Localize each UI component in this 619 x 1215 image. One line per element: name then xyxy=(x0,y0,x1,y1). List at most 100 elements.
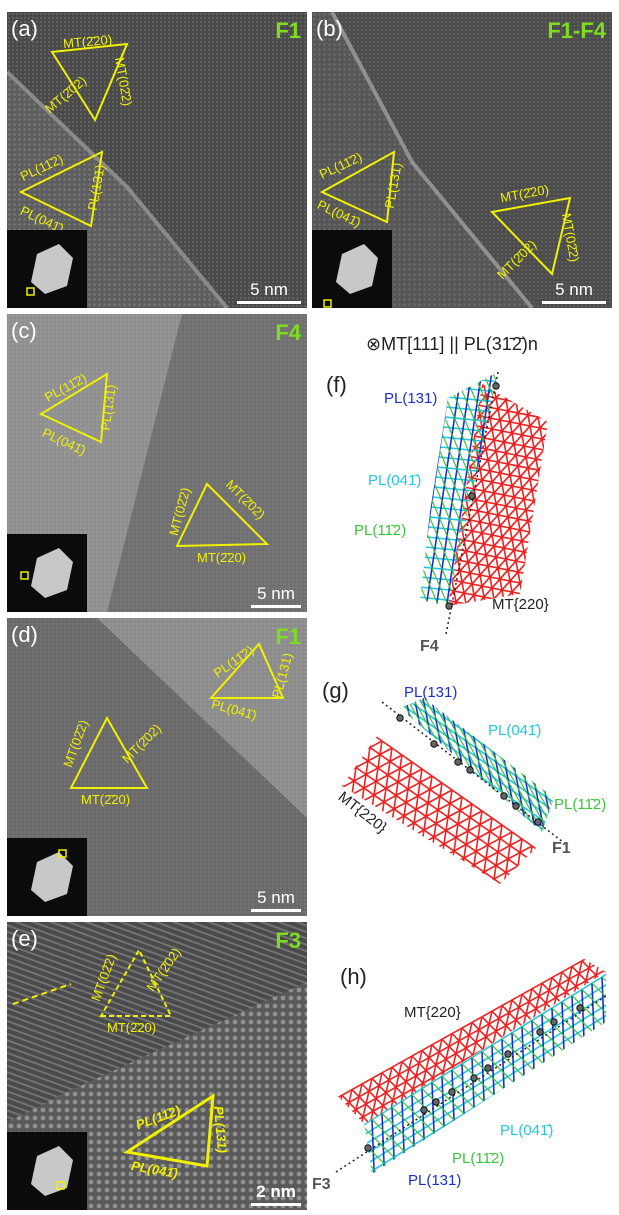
lattice-line xyxy=(342,810,483,884)
lattice-line xyxy=(332,662,532,672)
panel-c: (c) F4 PL(11̄2) PL(131) PL(041̄) MT(2̄02… xyxy=(7,314,307,612)
lattice-line xyxy=(341,1078,373,1124)
panel-label: (f) xyxy=(326,372,347,397)
lattice-line xyxy=(312,706,332,836)
lattice-line xyxy=(572,902,612,912)
lattice-line xyxy=(592,812,612,912)
interface-atom xyxy=(448,1088,456,1096)
lattice-line xyxy=(312,362,362,668)
lattice-line xyxy=(451,372,498,606)
lattice-line xyxy=(312,362,392,626)
lattice-line xyxy=(342,761,413,884)
lattice-line xyxy=(312,1134,342,1206)
mt-label: MT{220} xyxy=(404,1004,461,1021)
lattice-line xyxy=(420,372,423,606)
zone-axis-header: ⊗MT[111] || PL(31̄2̄)n xyxy=(366,334,538,354)
lattice-line xyxy=(332,362,392,672)
lattice-line xyxy=(342,873,552,884)
lattice-line xyxy=(501,425,548,606)
interface-atom xyxy=(512,802,520,810)
lattice-line xyxy=(332,1100,333,1124)
lattice-line xyxy=(351,1072,383,1124)
tem-image-b xyxy=(312,12,612,308)
pl112-label: PL(11̄2) xyxy=(354,522,407,539)
lattice-line xyxy=(312,362,342,616)
lattice-line xyxy=(352,1132,354,1192)
facet-label: F4 xyxy=(420,638,439,655)
panel-e: (e) F3 MT(2̄02) MT(02̄2) MT(2̄20) PL(11̄… xyxy=(7,922,307,1210)
lattice-line xyxy=(461,720,554,832)
lattice-line xyxy=(448,401,548,606)
lattice-line xyxy=(409,761,554,832)
lattice-line xyxy=(312,672,380,801)
lattice-line xyxy=(312,892,472,912)
lattice-line xyxy=(371,761,413,884)
lattice-line xyxy=(448,399,548,606)
lattice-line xyxy=(401,1100,441,1140)
lattice-line xyxy=(420,601,498,606)
lattice-line xyxy=(471,1057,511,1096)
lattice-line xyxy=(312,362,407,667)
lattice-line xyxy=(552,388,612,672)
lattice-line xyxy=(391,775,433,884)
lattice-line xyxy=(420,372,498,606)
lattice-line xyxy=(461,1063,501,1102)
lattice-line xyxy=(342,871,487,884)
lattice-line xyxy=(312,362,342,664)
lattice-line xyxy=(471,727,554,832)
lattice-line xyxy=(342,789,453,884)
lattice-line xyxy=(342,831,513,884)
lattice-line xyxy=(562,895,602,912)
lattice-line xyxy=(521,762,554,832)
lattice-line xyxy=(531,1019,571,1059)
lattice-line xyxy=(342,761,552,884)
facet-label: F1-F4 xyxy=(547,18,606,43)
lattice-line xyxy=(361,754,403,884)
pl131-label: PL(131) xyxy=(404,684,458,701)
lattice-line xyxy=(312,362,372,622)
lattice-line xyxy=(342,768,423,884)
lattice-line xyxy=(381,1112,421,1152)
lattice-line xyxy=(448,471,548,513)
interface-atom xyxy=(484,1064,492,1072)
lattice-line xyxy=(461,824,503,884)
panel-label: (h) xyxy=(340,964,367,989)
lattice-line xyxy=(521,429,548,606)
lattice-line xyxy=(342,880,552,884)
interface-atom xyxy=(534,818,542,826)
lattice-line xyxy=(441,372,498,606)
lattice-line xyxy=(448,384,453,606)
lattice-line xyxy=(342,721,552,884)
lattice-line xyxy=(448,391,548,433)
lattice-line xyxy=(420,372,498,606)
lattice-line xyxy=(531,769,554,832)
lattice-line xyxy=(481,372,498,606)
lattice-line xyxy=(448,384,453,606)
lattice-line xyxy=(448,413,548,606)
lattice-line xyxy=(582,394,612,672)
lattice-diagram-h xyxy=(312,954,607,1206)
interface-atom xyxy=(364,1144,372,1152)
facet-label: F1 xyxy=(275,18,301,43)
lattice-line xyxy=(332,1033,606,1124)
lattice-line xyxy=(431,372,498,606)
scale-bar: 5 nm xyxy=(251,888,301,912)
lattice-line xyxy=(312,672,360,787)
lattice-line xyxy=(521,384,548,606)
lattice-line xyxy=(312,699,322,829)
facet-label: F4 xyxy=(275,320,301,345)
lattice-line xyxy=(511,1032,551,1071)
lattice-line xyxy=(582,805,612,912)
particle-inset xyxy=(312,230,392,308)
lattice-line xyxy=(602,398,612,672)
lattice-line xyxy=(312,362,332,662)
lattice-line xyxy=(471,831,513,884)
lattice-line xyxy=(342,751,552,884)
lattice-line xyxy=(491,1044,531,1084)
pl041-label: PL(041̄) xyxy=(368,472,422,489)
lattice-line xyxy=(312,362,352,618)
interface-atom xyxy=(454,758,462,766)
lattice-line xyxy=(511,859,552,884)
facet-label: F1 xyxy=(275,624,301,649)
lattice-line xyxy=(361,1067,393,1124)
